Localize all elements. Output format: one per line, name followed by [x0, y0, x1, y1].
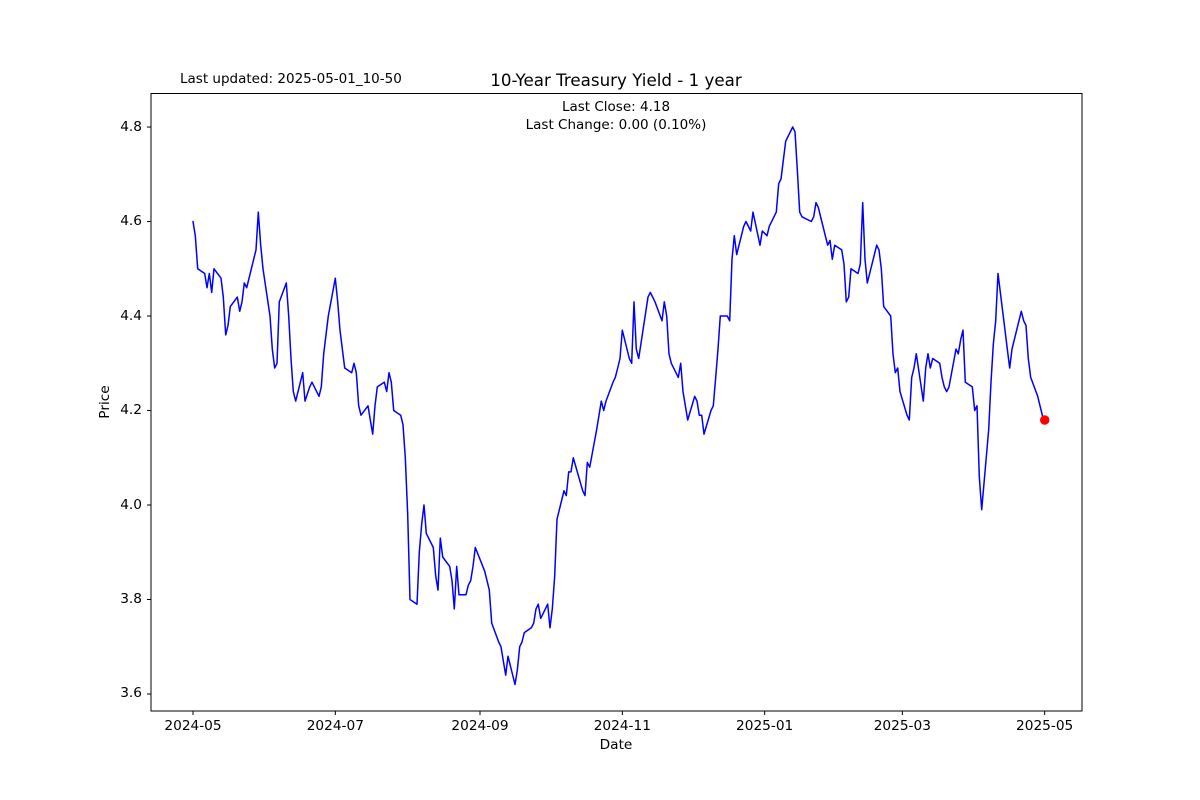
- y-tick-label: 4.0: [120, 496, 142, 513]
- y-tick-label: 3.8: [120, 591, 142, 607]
- y-tick-label: 3.6: [120, 685, 142, 702]
- x-tick-label: 2025-03: [873, 717, 931, 734]
- y-tick-label: 4.4: [120, 307, 142, 324]
- last-updated-text: Last updated: 2025-05-01_10-50: [180, 71, 402, 87]
- axes-border: [150, 93, 1083, 712]
- x-tick-label: 2024-07: [306, 717, 364, 734]
- last-change-text: Last Change: 0.00 (0.10%): [525, 116, 707, 133]
- x-axis-label: Date: [599, 737, 633, 753]
- x-tick-label: 2025-01: [736, 717, 794, 734]
- x-tick-label: 2024-09: [451, 717, 509, 734]
- y-tick-label: 4.6: [120, 213, 142, 230]
- x-tick-label: 2024-11: [593, 717, 651, 734]
- x-tick-label: 2024-05: [164, 717, 222, 734]
- last-close-text: Last Close: 4.18: [561, 99, 671, 115]
- y-tick-label: 4.8: [120, 118, 142, 135]
- last-price-marker: [1040, 415, 1050, 425]
- x-tick-label: 2025-05: [1016, 717, 1074, 734]
- y-tick-label: 4.2: [120, 402, 142, 419]
- price-line: [192, 126, 1046, 686]
- chart-title: 10-Year Treasury Yield - 1 year: [490, 70, 742, 90]
